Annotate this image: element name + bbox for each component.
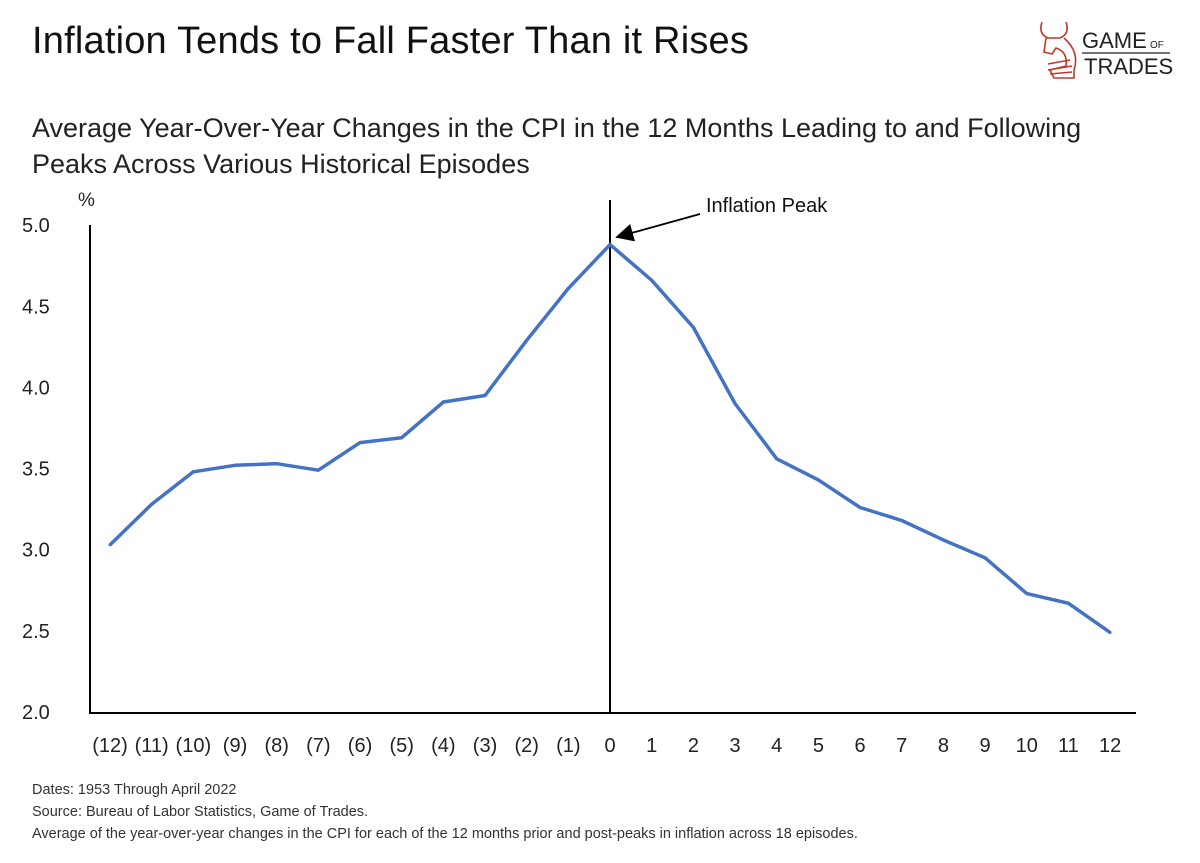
svg-text:TRADES: TRADES [1084, 54, 1173, 79]
data-point [233, 463, 237, 467]
x-tick-label: (11) [135, 735, 169, 757]
x-tick-label: 6 [854, 735, 865, 757]
data-point [1108, 630, 1112, 634]
data-point [191, 470, 195, 474]
data-point [400, 436, 404, 440]
x-tick-label: 2 [688, 735, 699, 757]
svg-text:GAME: GAME [1082, 28, 1147, 53]
chart-subtitle: Average Year-Over-Year Changes in the CP… [32, 113, 1082, 179]
y-axis-label: % [78, 190, 95, 211]
data-point [358, 441, 362, 445]
x-tick-label: 1 [646, 735, 657, 757]
data-point [1025, 592, 1029, 596]
x-tick-label: 0 [604, 735, 615, 757]
data-point [108, 543, 112, 547]
note-source: Source: Bureau of Labor Statistics, Game… [32, 804, 369, 820]
data-point [441, 400, 445, 404]
data-point [983, 556, 987, 560]
x-tick-label: (2) [514, 735, 538, 757]
data-point [1066, 601, 1070, 605]
x-tick-label: 3 [729, 735, 740, 757]
y-tick-label: 2.0 [22, 702, 50, 724]
x-tick-label: (4) [431, 735, 455, 757]
note-description: Average of the year-over-year changes in… [32, 826, 858, 842]
note-dates: Dates: 1953 Through April 2022 [32, 782, 237, 798]
x-tick-label: (8) [264, 735, 288, 757]
data-point [816, 478, 820, 482]
data-point [775, 457, 779, 461]
x-tick-label: 9 [980, 735, 991, 757]
x-tick-label: (10) [176, 735, 212, 757]
x-tick-label: 11 [1058, 735, 1079, 757]
data-point [566, 286, 570, 290]
data-point [900, 518, 904, 522]
data-point [316, 468, 320, 472]
x-tick-label: 4 [771, 735, 782, 757]
x-tick-label: 7 [896, 735, 907, 757]
x-tick-label: 8 [938, 735, 949, 757]
x-tick-label: (12) [92, 735, 128, 757]
y-tick-label: 3.0 [22, 540, 50, 562]
x-tick-label: 10 [1016, 735, 1038, 757]
bull-knight-icon: GAME OF TRADES [1040, 21, 1173, 79]
peak-arrow [615, 213, 701, 242]
footnotes: Dates: 1953 Through April 2022 Source: B… [32, 779, 858, 845]
x-tick-label: 5 [813, 735, 824, 757]
data-point [691, 325, 695, 329]
svg-text:OF: OF [1150, 40, 1164, 51]
y-tick-label: 5.0 [22, 215, 50, 237]
data-point [608, 243, 612, 247]
x-tick-label: 12 [1099, 735, 1121, 757]
x-tick-label: (3) [473, 735, 497, 757]
x-tick-label: (5) [389, 735, 413, 757]
x-tick-label: (9) [223, 735, 247, 757]
game-of-trades-logo: GAME OF TRADES [1030, 8, 1190, 90]
data-point [858, 506, 862, 510]
data-point [483, 394, 487, 398]
y-tick-label: 4.0 [22, 377, 50, 399]
x-tick-label: (7) [306, 735, 330, 757]
peak-annotation: Inflation Peak [706, 195, 828, 217]
data-point [733, 402, 737, 406]
y-tick-label: 3.5 [22, 459, 50, 481]
data-point [150, 502, 154, 506]
y-tick-label: 4.5 [22, 296, 50, 318]
y-tick-label: 2.5 [22, 621, 50, 643]
data-point [650, 278, 654, 282]
x-tick-label: (1) [556, 735, 580, 757]
chart-title: Inflation Tends to Fall Faster Than it R… [32, 20, 750, 62]
data-point [941, 538, 945, 542]
x-tick-label: (6) [348, 735, 372, 757]
data-point [525, 338, 529, 342]
data-point [275, 462, 279, 466]
